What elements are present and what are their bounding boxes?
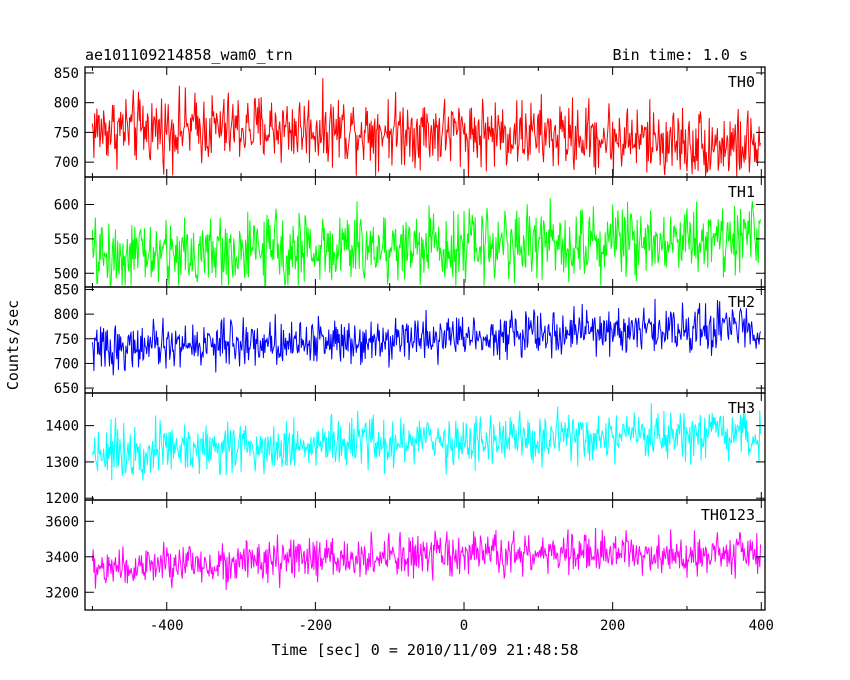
x-axis-label: Time [sec] 0 = 2010/11/09 21:48:58 [271, 641, 578, 659]
y-tick-label: 700 [54, 155, 79, 171]
panel-label-th2: TH2 [728, 293, 755, 311]
x-tick-label: 200 [600, 618, 625, 634]
y-tick-label: 850 [54, 66, 79, 82]
panel-label-th1: TH1 [728, 183, 755, 201]
y-tick-label: 650 [54, 381, 79, 397]
y-tick-label: 850 [54, 282, 79, 298]
y-tick-label: 750 [54, 332, 79, 348]
series-line-th3 [91, 403, 762, 481]
x-tick-label: 0 [460, 618, 468, 634]
y-tick-label: 600 [54, 198, 79, 214]
y-tick-label: 1300 [45, 455, 79, 471]
series-line-th2 [91, 298, 762, 376]
series-line-th0 [91, 78, 762, 177]
bin-time-label: Bin time: 1.0 s [613, 46, 748, 64]
panel-th3: 1200 1300 1400 TH3 [45, 392, 766, 507]
y-tick-label: 800 [54, 307, 79, 323]
panel-label-th0123: TH0123 [701, 506, 755, 524]
x-tick-label: -200 [299, 618, 333, 634]
y-tick-label: 700 [54, 356, 79, 372]
panel-frame [84, 499, 766, 611]
panel-th1: 500 550 600 TH1 [54, 176, 766, 288]
panel-th2: 650 700 750 800 850 TH2 [54, 282, 766, 397]
x-tick-label: 400 [749, 618, 774, 634]
panels-group: 700 750 800 850 TH0 500 550 600 TH1 650 700 750 800 8… [45, 66, 766, 611]
y-tick-label: 3200 [45, 585, 79, 601]
y-tick-label: 1200 [45, 491, 79, 507]
y-tick-label: 3400 [45, 550, 79, 566]
chart-title: ae101109214858_wam0_trn [85, 46, 293, 64]
series-line-th0123 [91, 528, 762, 590]
y-axis-label: Counts/sec [4, 300, 22, 390]
series-line-th1 [91, 198, 762, 287]
panel-th0: 700 750 800 850 TH0 [54, 66, 766, 178]
panel-label-th3: TH3 [728, 399, 755, 417]
y-tick-label: 500 [54, 266, 79, 282]
x-tick-label: -400 [150, 618, 184, 634]
x-axis: -400 -200 0 200 400 [150, 618, 774, 634]
y-tick-label: 3600 [45, 514, 79, 530]
y-tick-label: 1400 [45, 419, 79, 435]
y-tick-label: 750 [54, 125, 79, 141]
y-tick-label: 550 [54, 232, 79, 248]
panel-label-th0: TH0 [728, 73, 755, 91]
y-tick-label: 800 [54, 96, 79, 112]
panel-th0123: 3200 3400 3600 TH0123 [45, 499, 766, 611]
